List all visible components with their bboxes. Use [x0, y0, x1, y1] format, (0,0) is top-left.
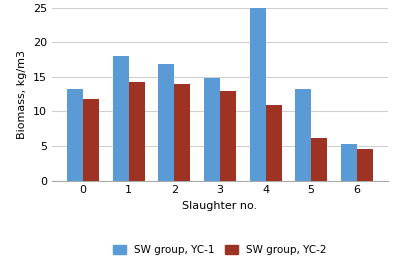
- X-axis label: Slaughter no.: Slaughter no.: [182, 201, 258, 211]
- Bar: [174, 84, 190, 181]
- Bar: [158, 64, 174, 181]
- Bar: [295, 89, 311, 181]
- Bar: [311, 139, 327, 181]
- Bar: [250, 9, 266, 181]
- Bar: [113, 56, 129, 181]
- Bar: [129, 82, 145, 181]
- Legend: SW group, YC-1, SW group, YC-2: SW group, YC-1, SW group, YC-2: [109, 241, 331, 258]
- Bar: [83, 99, 99, 181]
- Bar: [220, 91, 236, 181]
- Bar: [341, 144, 357, 181]
- Bar: [204, 78, 220, 181]
- Bar: [357, 149, 373, 181]
- Y-axis label: Biomass, kg/m3: Biomass, kg/m3: [18, 50, 28, 139]
- Bar: [67, 89, 83, 181]
- Bar: [266, 104, 282, 181]
